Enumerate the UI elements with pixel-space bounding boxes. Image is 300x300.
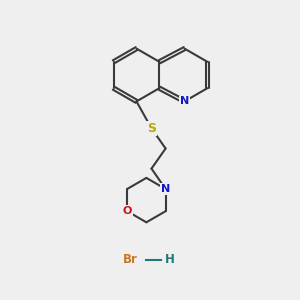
Text: O: O <box>122 206 132 216</box>
Text: Br: Br <box>123 253 138 266</box>
Text: N: N <box>180 96 189 106</box>
Text: S: S <box>147 122 156 135</box>
Text: H: H <box>165 253 174 266</box>
Text: N: N <box>161 184 170 194</box>
